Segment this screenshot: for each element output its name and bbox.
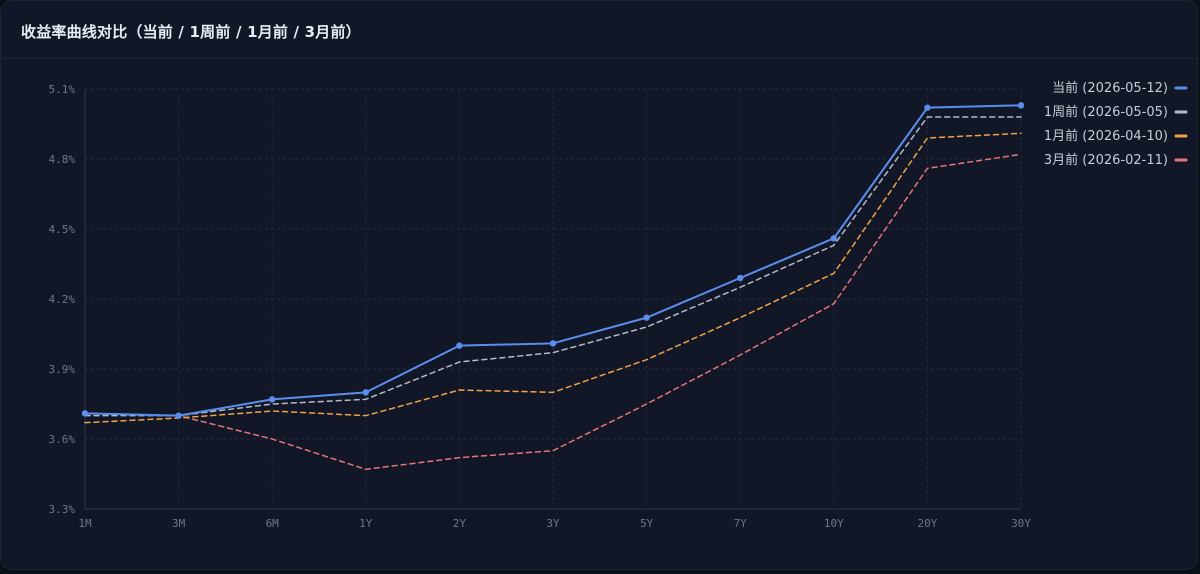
axis-layer: 3.3% 3.6% 3.9% 4.2% 4.5% 4.8% 5.1% 1M 3M 6M 1Y 2Y 3Y…: [49, 83, 1032, 530]
y-tick-label: 5.1%: [49, 83, 76, 96]
data-point[interactable]: [269, 396, 276, 403]
series-line: [84, 132, 1022, 424]
data-point[interactable]: [362, 389, 369, 396]
data-point[interactable]: [1017, 102, 1025, 109]
series-line: [84, 153, 1022, 471]
legend-label[interactable]: 当前 (2026-05-12): [1052, 80, 1168, 96]
series-layer: [81, 102, 1025, 471]
data-point[interactable]: [81, 410, 89, 417]
data-point[interactable]: [643, 314, 650, 321]
y-tick-label: 3.9%: [49, 363, 76, 376]
x-tick-label: 30Y: [1011, 517, 1031, 530]
data-point[interactable]: [737, 274, 744, 282]
x-tick-label: 5Y: [640, 517, 654, 530]
legend: 当前 (2026-05-12) 1周前 (2026-05-05) 1月前 (2026…: [1044, 80, 1188, 168]
x-tick-label: 6M: [266, 517, 280, 530]
legend-label[interactable]: 1周前 (2026-05-05): [1044, 104, 1168, 120]
y-tick-label: 4.2%: [49, 293, 76, 306]
data-point[interactable]: [175, 412, 182, 419]
data-point[interactable]: [830, 235, 837, 242]
x-tick-label: 2Y: [453, 517, 467, 530]
x-tick-label: 3Y: [546, 517, 560, 530]
series-line: [84, 116, 1022, 417]
x-tick-label: 1Y: [359, 517, 373, 530]
x-tick-label: 1M: [78, 517, 92, 530]
x-tick-label: 7Y: [734, 517, 748, 530]
panel-header: 收益率曲线对比（当前 / 1周前 / 1月前 / 3月前）: [1, 1, 1197, 59]
data-point[interactable]: [924, 104, 931, 111]
chart-title: 收益率曲线对比（当前 / 1周前 / 1月前 / 3月前）: [21, 23, 361, 41]
x-tick-label: 3M: [172, 517, 186, 530]
x-tick-label: 10Y: [824, 517, 844, 530]
data-point[interactable]: [549, 340, 557, 347]
data-point[interactable]: [456, 342, 463, 349]
grid-layer: [84, 88, 1022, 510]
y-tick-label: 3.6%: [49, 433, 76, 446]
y-tick-label: 4.8%: [49, 153, 76, 166]
y-tick-label: 4.5%: [49, 223, 76, 236]
legend-label[interactable]: 3月前 (2026-02-11): [1044, 152, 1168, 168]
legend-label[interactable]: 1月前 (2026-04-10): [1044, 128, 1168, 144]
x-tick-label: 20Y: [917, 517, 937, 530]
y-tick-label: 3.3%: [49, 503, 76, 516]
